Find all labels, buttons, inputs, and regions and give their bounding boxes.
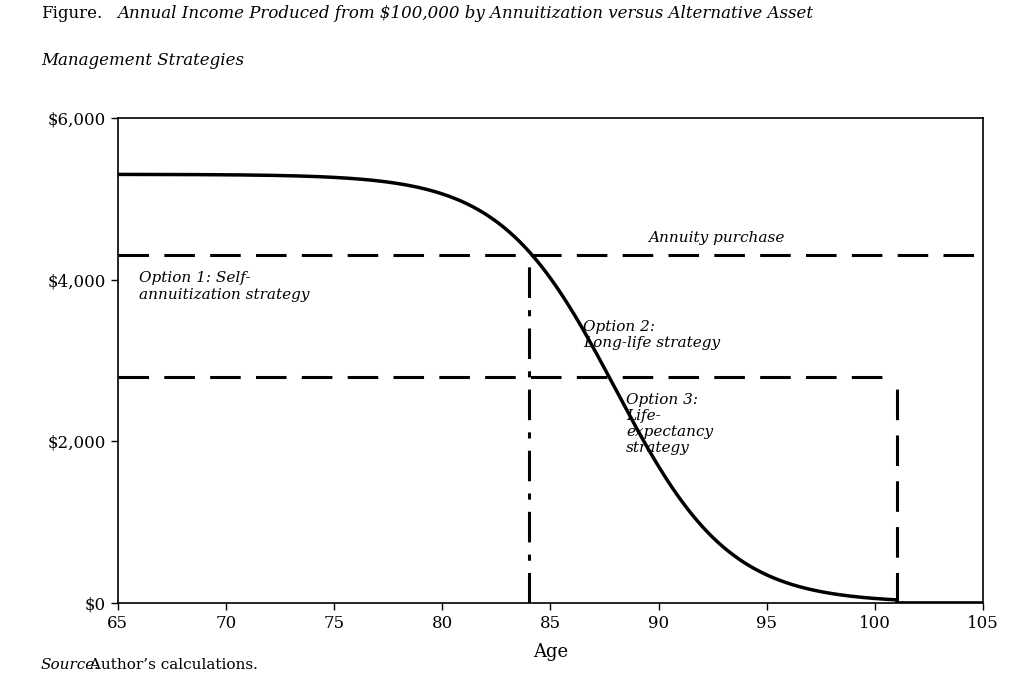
Text: Option 3:
Life-
expectancy
strategy: Option 3: Life- expectancy strategy xyxy=(626,393,714,455)
Text: Management Strategies: Management Strategies xyxy=(41,52,244,69)
Text: Annual Income Produced from $100,000 by Annuitization versus Alternative Asset: Annual Income Produced from $100,000 by … xyxy=(118,5,814,22)
Text: Author’s calculations.: Author’s calculations. xyxy=(85,658,258,672)
Text: Option 2:
Long-life strategy: Option 2: Long-life strategy xyxy=(583,320,720,350)
Text: Option 1: Self-
annuitization strategy: Option 1: Self- annuitization strategy xyxy=(139,272,310,301)
Text: Figure.: Figure. xyxy=(41,5,102,22)
X-axis label: Age: Age xyxy=(532,643,568,661)
Text: Source:: Source: xyxy=(41,658,100,672)
Text: Annuity purchase: Annuity purchase xyxy=(648,231,784,245)
